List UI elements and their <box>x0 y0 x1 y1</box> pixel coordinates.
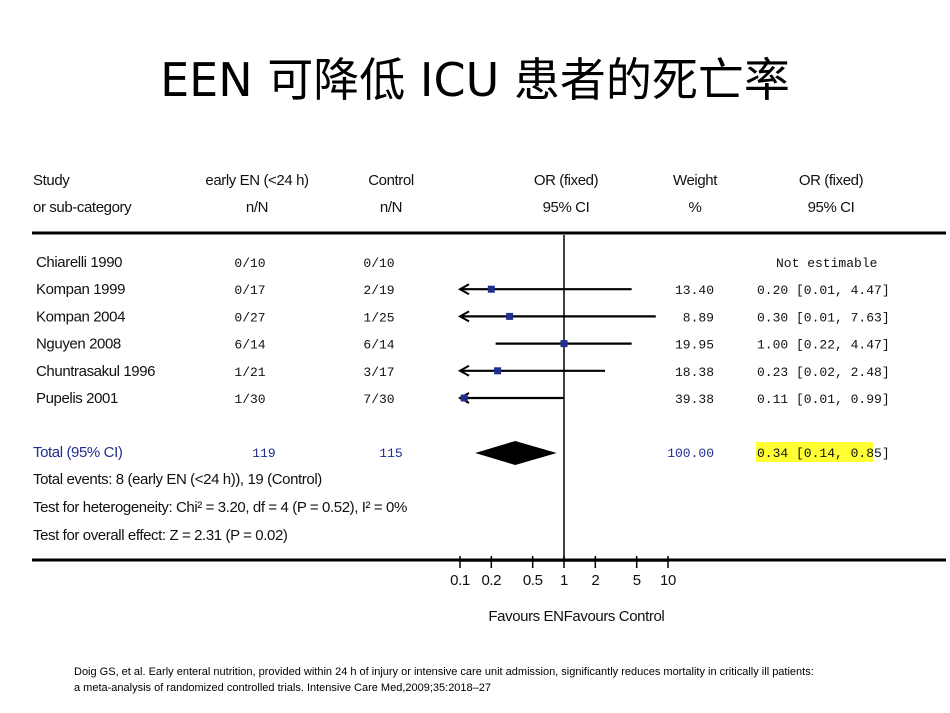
reference-line-2: a meta-analysis of randomized controlled… <box>74 682 492 694</box>
study-name: Pupelis 2001 <box>36 390 118 407</box>
header-control-2: n/N <box>380 199 402 216</box>
study-treatment: 1/21 <box>234 365 265 380</box>
header-effect-1: OR (fixed) <box>534 172 599 189</box>
total-or: 0.34 [0.14, 0.85] <box>757 446 890 461</box>
forest-plot: Study or sub-category early EN (<24 h) n… <box>32 172 946 625</box>
summary-diamond <box>475 441 557 465</box>
study-point <box>460 394 468 402</box>
ci-arrow-left <box>457 283 470 296</box>
study-name: Kompan 1999 <box>36 281 125 298</box>
study-treatment: 0/27 <box>234 310 265 325</box>
header-treatment-1: early EN (<24 h) <box>205 172 309 189</box>
study-control: 1/25 <box>363 310 394 325</box>
study-or: 0.23 [0.02, 2.48] <box>757 365 890 380</box>
axis-tick-label: 2 <box>591 572 599 589</box>
study-name: Nguyen 2008 <box>36 336 121 353</box>
study-or: 0.11 [0.01, 0.99] <box>757 392 890 407</box>
total-weight: 100.00 <box>667 446 714 461</box>
header-effect-2: 95% CI <box>543 199 590 216</box>
study-name: Chiarelli 1990 <box>36 254 122 271</box>
study-control: 6/14 <box>363 338 394 353</box>
header-control-1: Control <box>368 172 414 189</box>
study-weight: 19.95 <box>675 338 714 353</box>
study-control: 0/10 <box>363 256 394 271</box>
header-or-2: 95% CI <box>808 199 855 216</box>
axis-tick-label: 5 <box>633 572 641 589</box>
study-name: Chuntrasakul 1996 <box>36 363 155 380</box>
study-name: Kompan 2004 <box>36 308 125 325</box>
study-weight: 39.38 <box>675 392 714 407</box>
total-treatment: 119 <box>252 446 275 461</box>
plot-marks <box>457 235 656 560</box>
header-row: Study or sub-category early EN (<24 h) n… <box>33 172 864 216</box>
total-label: Total (95% CI) <box>33 444 123 461</box>
axis-tick-label: 0.1 <box>450 572 470 589</box>
axis-tick-label: 0.5 <box>523 572 543 589</box>
favours-control-label: Favours Control <box>564 608 665 625</box>
note-total-events: Total events: 8 (early EN (<24 h)), 19 (… <box>33 471 322 488</box>
header-study-2: or sub-category <box>33 199 132 216</box>
study-or: 1.00 [0.22, 4.47] <box>757 338 890 353</box>
total-row: Total (95% CI) 119 115 100.00 0.34 [0.14… <box>33 442 890 462</box>
total-control: 115 <box>379 446 402 461</box>
reference-line-1: Doig GS, et al. Early enteral nutrition,… <box>74 666 814 678</box>
favours-en-label: Favours EN <box>488 608 563 625</box>
study-weight: 8.89 <box>683 310 714 325</box>
note-overall-effect: Test for overall effect: Z = 2.31 (P = 0… <box>33 527 288 544</box>
study-point <box>560 340 568 348</box>
study-control: 3/17 <box>363 365 394 380</box>
study-control: 2/19 <box>363 283 394 298</box>
study-or: 0.20 [0.01, 4.47] <box>757 283 890 298</box>
x-axis: 0.1 0.2 0.5 1 2 5 10 <box>450 556 676 589</box>
study-control: 7/30 <box>363 392 394 407</box>
study-rows: Chiarelli 1990 0/10 0/10 Not estimable Kompa… <box>36 254 890 407</box>
note-heterogeneity: Test for heterogeneity: Chi² = 3.20, df … <box>33 499 407 516</box>
study-or: 0.30 [0.01, 7.63] <box>757 310 890 325</box>
study-treatment: 1/30 <box>234 392 265 407</box>
study-treatment: 0/17 <box>234 283 265 298</box>
study-point <box>494 367 502 375</box>
header-study-1: Study <box>33 172 70 189</box>
axis-tick-label: 0.2 <box>481 572 501 589</box>
study-treatment: 6/14 <box>234 338 265 353</box>
slide-title: EEN 可降低 ICU 患者的死亡率 <box>160 53 790 107</box>
axis-tick-label: 1 <box>560 572 568 589</box>
header-weight-2: % <box>689 199 702 216</box>
reference-citation: Doig GS, et al. Early enteral nutrition,… <box>74 664 934 696</box>
header-weight-1: Weight <box>673 172 718 189</box>
study-weight: 13.40 <box>675 283 714 298</box>
study-or: Not estimable <box>776 256 877 271</box>
header-treatment-2: n/N <box>246 199 268 216</box>
header-or-1: OR (fixed) <box>799 172 864 189</box>
study-treatment: 0/10 <box>234 256 265 271</box>
axis-tick-label: 10 <box>660 572 676 589</box>
study-point <box>506 312 514 320</box>
ci-arrow-left <box>457 364 470 377</box>
study-point <box>487 285 495 293</box>
total-highlight <box>756 442 873 462</box>
ci-arrow-left <box>457 310 470 323</box>
study-weight: 18.38 <box>675 365 714 380</box>
